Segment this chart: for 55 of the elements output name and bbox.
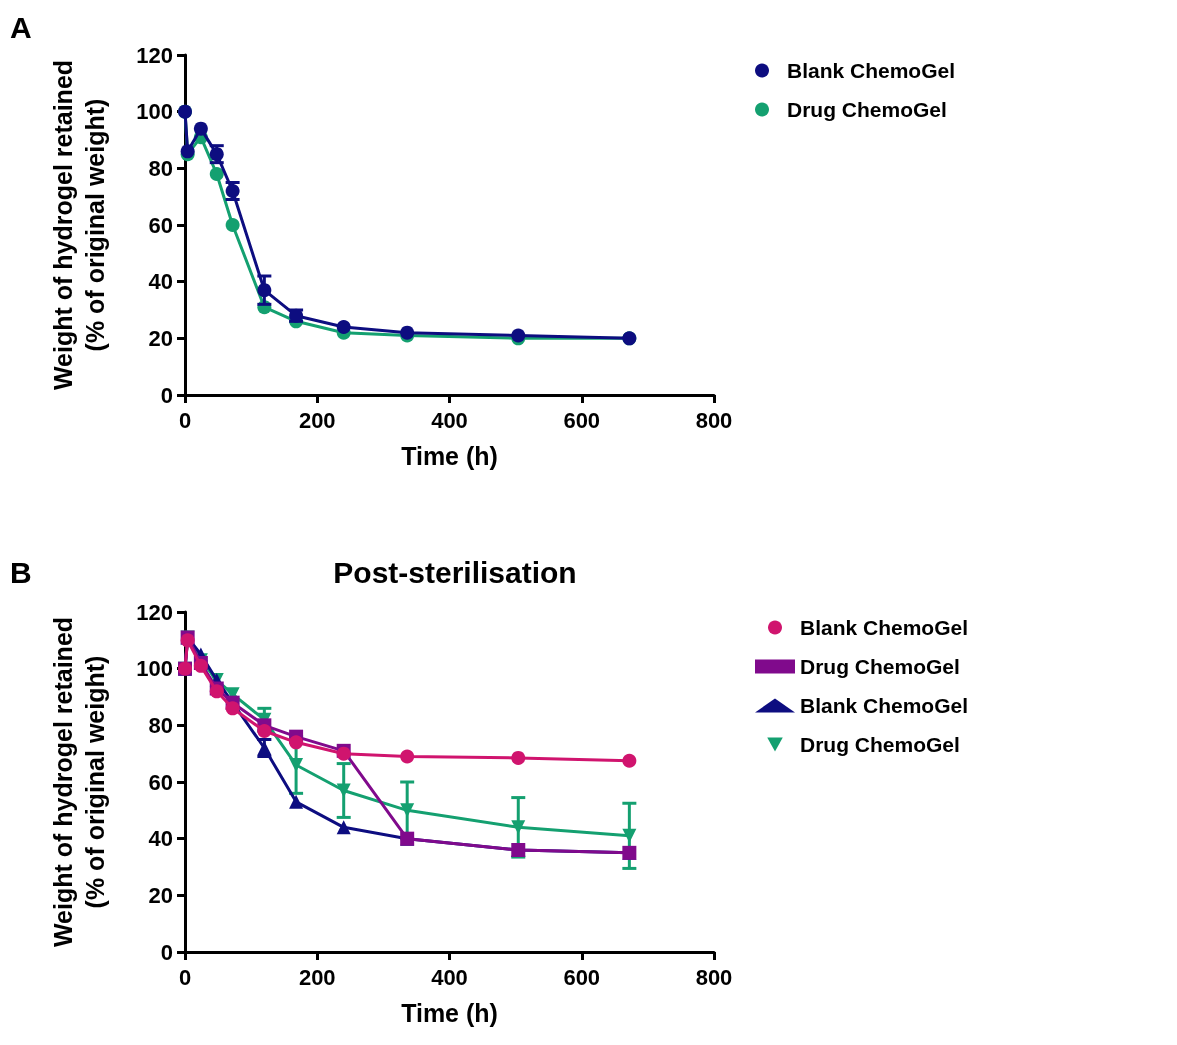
- y-tick-label: 0: [160, 939, 173, 965]
- point: [209, 167, 224, 181]
- x-tick-label: 200: [298, 407, 336, 433]
- y-tick-label: 100: [136, 656, 173, 682]
- y-tick-label: 20: [148, 882, 173, 908]
- point: [289, 794, 304, 809]
- y-tick-label: 60: [148, 212, 173, 238]
- text: A: [10, 10, 32, 44]
- legend-label: Blank ChemoGel: [800, 616, 969, 639]
- x-tick-label: 0: [178, 407, 192, 433]
- y-axis-title: Weight of hydrogel retained (% of original weight): [48, 59, 109, 391]
- point: [257, 724, 272, 738]
- y-tick-label: 60: [148, 769, 173, 795]
- point: [257, 283, 272, 298]
- x-tick-label: 600: [563, 964, 601, 990]
- y-tick-label: 80: [148, 155, 173, 181]
- point: [289, 758, 304, 772]
- x-axis-title: Time (h): [401, 998, 498, 1027]
- chart-title: Post-sterilisation: [333, 555, 577, 589]
- y-tick-label: 120: [136, 42, 173, 68]
- legend-label: Drug ChemoGel: [800, 733, 960, 756]
- point: [336, 820, 351, 835]
- x-axis-title: Time (h): [401, 441, 498, 470]
- point: [400, 803, 415, 818]
- x-tick-label: 0: [178, 964, 192, 990]
- point: [511, 750, 526, 765]
- point: [289, 735, 304, 750]
- legend-label: Drug ChemoGel: [800, 655, 960, 678]
- legend-label: Blank ChemoGel: [787, 59, 956, 82]
- point: [336, 320, 351, 334]
- y-tick-label: 120: [136, 599, 173, 625]
- point: [225, 701, 240, 716]
- y-tick-label: 100: [136, 99, 173, 125]
- y-tick-label: 0: [160, 382, 173, 408]
- x-tick-label: 400: [431, 407, 468, 433]
- y-tick-label: 20: [148, 325, 173, 351]
- point: [193, 121, 208, 136]
- x-tick-label: 400: [431, 964, 468, 990]
- x-tick-label: 800: [695, 964, 733, 990]
- y-tick-label: 40: [148, 269, 173, 295]
- text: B: [10, 555, 32, 589]
- point: [225, 218, 240, 232]
- point: [511, 820, 526, 835]
- legend-label: Drug ChemoGel: [787, 98, 947, 121]
- y-tick-label: 80: [148, 712, 173, 738]
- y-tick-label: 40: [148, 826, 173, 852]
- x-tick-label: 200: [298, 964, 336, 990]
- point: [622, 753, 637, 768]
- x-tick-label: 600: [563, 407, 601, 433]
- y-axis-title: Weight of hydrogel retained (% of original weight): [48, 616, 109, 948]
- x-tick-label: 800: [695, 407, 733, 433]
- point: [336, 783, 351, 798]
- point: [400, 749, 415, 764]
- point: [622, 828, 637, 843]
- legend-label: Blank ChemoGel: [800, 694, 969, 717]
